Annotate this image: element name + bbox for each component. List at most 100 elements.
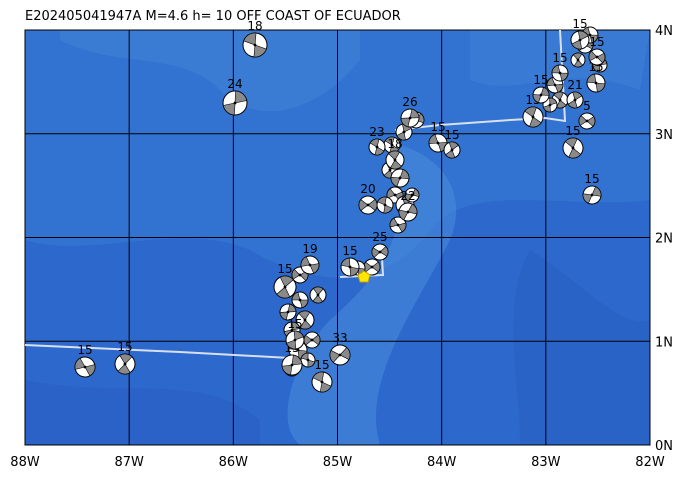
ball-axis: [558, 98, 562, 102]
beachball: [222, 90, 248, 116]
focal-mechanisms: 1824151533151519152523261515201515152151…: [74, 17, 608, 393]
lat-label: 3N: [655, 128, 673, 143]
ball-axis: [283, 285, 287, 289]
ball-axis: [573, 98, 577, 102]
ball-axis: [290, 328, 294, 332]
ball-axis: [296, 348, 300, 352]
event-depth: 15: [584, 172, 599, 186]
ball-axis: [310, 338, 314, 342]
beachball: [358, 195, 378, 215]
beachball: [74, 356, 96, 378]
beachball: [588, 48, 606, 66]
lat-label: 0N: [655, 439, 673, 454]
event-depth: 15: [430, 120, 445, 134]
beachball: [309, 286, 327, 304]
beachball: [570, 52, 586, 68]
beachball: [300, 255, 320, 275]
event-depth: 22: [400, 189, 415, 203]
ball-axis: [594, 81, 598, 85]
beachball: [546, 76, 564, 94]
ball-axis: [316, 293, 320, 297]
event-depth: 15: [314, 358, 329, 372]
event-depth: 33: [332, 331, 347, 345]
beachball: [300, 352, 316, 368]
ball-axis: [390, 143, 394, 147]
ball-axis: [578, 38, 582, 42]
event-depth: 15: [565, 124, 580, 138]
ball-axis: [588, 33, 592, 37]
event-depth: 26: [402, 95, 417, 109]
ball-axis: [436, 141, 440, 145]
lat-label: 1N: [655, 335, 673, 350]
ball-axis: [398, 176, 402, 180]
beachball: [562, 137, 584, 159]
event-depth: 20: [360, 182, 375, 196]
event-depth: 18: [247, 19, 262, 33]
event-depth: 25: [372, 230, 387, 244]
beachball: [291, 291, 309, 309]
event-depth: 15: [287, 317, 302, 331]
beachball: [586, 73, 606, 93]
ball-axis: [595, 55, 599, 59]
event-depth: 15: [552, 51, 567, 65]
ball-axis: [553, 83, 557, 87]
map-title: E202405041947A M=4.6 h= 10 OFF COAST OF …: [25, 9, 401, 24]
event-depth: 19: [302, 242, 317, 256]
event-depth: 23: [369, 125, 384, 139]
event-depth: 21: [567, 78, 582, 92]
ball-axis: [308, 263, 312, 267]
ball-axis: [539, 93, 543, 97]
ball-axis: [548, 103, 552, 107]
beachball: [566, 91, 584, 109]
lon-label: 87W: [114, 455, 144, 470]
axis-labels: 88W 87W 86W 85W 84W 83W 82W 4N 3N 2N 1N 0N: [10, 24, 673, 470]
ball-axis: [402, 130, 406, 134]
beachball: [385, 150, 405, 170]
ball-axis: [585, 119, 589, 123]
beachball: [532, 86, 550, 104]
ball-axis: [393, 193, 397, 197]
ball-axis: [286, 310, 290, 314]
lon-label: 83W: [531, 455, 561, 470]
ball-axis: [303, 318, 307, 322]
event-depth: 15: [77, 343, 92, 357]
ball-axis: [375, 145, 379, 149]
lon-label: 84W: [427, 455, 457, 470]
beachball: [578, 112, 596, 130]
beachball: [303, 331, 321, 349]
beachball: [285, 330, 305, 350]
ball-axis: [590, 193, 594, 197]
ball-axis: [306, 358, 310, 362]
beachball: [311, 371, 333, 393]
ball-axis: [393, 158, 397, 162]
lon-label: 85W: [323, 455, 353, 470]
ball-axis: [406, 210, 410, 214]
ball-axis: [253, 43, 257, 47]
ball-axis: [290, 363, 294, 367]
beachball: [522, 106, 544, 128]
beachball: [570, 30, 590, 50]
ball-axis: [388, 168, 392, 172]
ball-axis: [338, 353, 342, 357]
beachball: [398, 202, 418, 222]
lon-label: 82W: [635, 455, 665, 470]
ball-axis: [83, 365, 87, 369]
event-depth: 15: [444, 128, 459, 142]
event-depth: 18: [387, 137, 402, 151]
ball-axis: [293, 338, 297, 342]
ball-axis: [383, 203, 387, 207]
ball-axis: [558, 71, 562, 75]
ball-axis: [571, 146, 575, 150]
event-depth: 24: [227, 77, 242, 91]
lat-label: 2N: [655, 232, 673, 247]
beachball: [582, 185, 602, 205]
beachball: [376, 196, 394, 214]
ball-axis: [410, 193, 414, 197]
beachball: [368, 138, 386, 156]
beachball: [542, 97, 558, 113]
event-depth: 15: [117, 340, 132, 354]
ball-axis: [378, 250, 382, 254]
lon-label: 86W: [219, 455, 249, 470]
beachball: [404, 187, 420, 203]
epicenter: [357, 270, 371, 283]
